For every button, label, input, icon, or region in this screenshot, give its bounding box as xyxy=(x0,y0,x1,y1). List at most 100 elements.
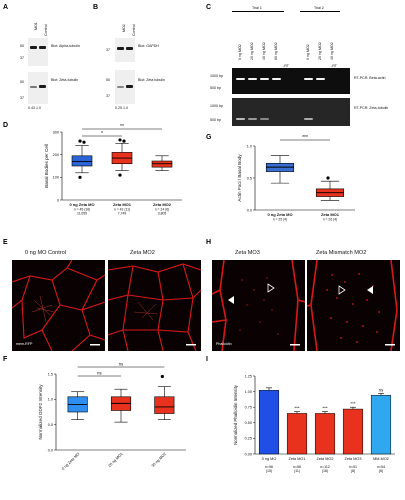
text-line: n=58 xyxy=(293,465,301,469)
category-label: 20 ng MO1 xyxy=(108,452,124,468)
lane-label: 60 ng MO2 xyxy=(274,42,278,60)
trial-label: Trial 2 xyxy=(314,6,324,10)
bp-label: 1000 bp xyxy=(210,74,223,78)
y-tick-label: 0.25 xyxy=(245,437,252,441)
stain-label: mem-RFP xyxy=(16,342,33,346)
outlier-point xyxy=(78,139,82,143)
text-line: (11) xyxy=(294,469,300,473)
panel-label-f: F xyxy=(3,356,8,363)
marker-label: 37 xyxy=(20,96,24,100)
blot-label: Blot: GAPDH xyxy=(138,44,159,48)
significance-label: ** xyxy=(120,124,124,130)
text-line: 3,805 xyxy=(158,211,167,215)
y-tick-label: 1.0 xyxy=(247,144,252,148)
bar xyxy=(258,390,280,455)
text-line: n=51 xyxy=(349,465,357,469)
panel-label-b: B xyxy=(93,4,99,11)
y-axis-label: Actin Foci / Basal Body xyxy=(237,154,242,202)
outlier-point xyxy=(118,138,122,142)
outlier-point xyxy=(78,175,82,179)
n-label: n=96 (15) xyxy=(265,465,273,473)
ratio-label: 0.25 1.0 xyxy=(115,106,128,110)
rt-label: -RT xyxy=(331,64,337,68)
y-tick-label: 1.5 xyxy=(48,372,53,376)
n-label: n = 24 (6) 3,805 xyxy=(155,208,170,216)
chart-f: 0.0 0.5 1.0 1.5 Normalized ODF2 Intensity 0 n… xyxy=(38,362,186,471)
panel-label-a: A xyxy=(3,4,9,11)
category-label: 0 ng Zeta MO xyxy=(69,202,94,207)
panel-label-h: H xyxy=(206,239,212,246)
text-line: n = 24 (6) xyxy=(155,208,170,212)
panel-label-d: D xyxy=(3,122,9,129)
y-tick-label: 0.50 xyxy=(245,421,252,425)
bp-label: 1000 bp xyxy=(210,104,223,108)
text-line: 7,749 xyxy=(118,211,127,215)
trial-label: Trial 1 xyxy=(252,6,262,10)
lane-label: 20 ng MO2 xyxy=(318,42,322,60)
marker-label: 37 xyxy=(106,94,110,98)
significance-label: * xyxy=(101,131,103,137)
category-label: 0 ng MO xyxy=(262,457,277,461)
text-line: n = 45 (16) xyxy=(74,208,91,212)
significance-label: *** xyxy=(350,401,355,406)
y-axis-label: Basal Bodies per Cell xyxy=(44,144,49,188)
y-tick-label: 1.25 xyxy=(245,374,252,378)
panel-label-i: I xyxy=(206,356,208,363)
lane-label: Control xyxy=(132,24,136,36)
category-label: Zeta MO2 xyxy=(153,202,172,207)
category-label: Zeta MO1 xyxy=(321,212,340,217)
y-tick-label: 100 xyxy=(53,176,59,180)
n-label: n=112 (16) xyxy=(320,465,330,473)
western-blot-top xyxy=(28,38,48,66)
category-label: Zeta MO2 xyxy=(317,457,334,461)
micrograph-zeta-mo3: Phalloidin xyxy=(212,260,305,351)
y-tick-label: 0 xyxy=(57,198,59,202)
significance-label: *** xyxy=(294,406,299,411)
image-title: 0 ng MO Control xyxy=(25,250,67,256)
category-label: 30 ng MO2 xyxy=(151,452,167,468)
lane-label: 0 ng MO2 xyxy=(238,44,242,60)
y-tick-label: 300 xyxy=(53,130,59,134)
image-title: Zeta MO3 xyxy=(235,250,260,256)
lane-label: MO1 xyxy=(34,22,38,30)
n-label: n = 26 (4) xyxy=(323,218,338,222)
ratio-label: 0.43 1.0 xyxy=(28,106,41,110)
significance-label: ns xyxy=(119,362,123,367)
marker-label: 50 xyxy=(20,80,24,84)
text-line: (8) xyxy=(351,469,355,473)
outlier-point xyxy=(326,176,330,180)
gel-label: RT-PCR: Beta-actin xyxy=(354,76,386,80)
text-line: (16) xyxy=(322,469,328,473)
y-tick-label: 1.00 xyxy=(245,390,252,394)
text-line: 11,059 xyxy=(77,211,87,215)
outlier-point xyxy=(160,374,164,379)
n-label: n=54 (6) xyxy=(377,465,385,473)
lane-label: 0 ng MO2 xyxy=(306,44,310,60)
n-label: n=51 (8) xyxy=(349,465,357,473)
n-label: n = 25 (4) xyxy=(273,218,288,222)
text-line: (6) xyxy=(379,469,383,473)
western-blot-top xyxy=(115,38,135,62)
gel-bottom xyxy=(232,98,350,126)
y-tick-label: 0.5 xyxy=(247,176,252,180)
arrowhead-icon xyxy=(228,296,234,304)
text-line: n=54 xyxy=(377,465,385,469)
arrowhead-outline-icon xyxy=(338,285,346,295)
y-tick-label: 1.0 xyxy=(48,398,53,402)
bar xyxy=(370,395,392,455)
western-blot-bottom xyxy=(28,72,48,104)
blot-label: Blot: Alpha-tubulin xyxy=(51,44,80,48)
marker-label: 37 xyxy=(20,56,24,60)
micrograph-control: mem-RFP xyxy=(12,260,105,351)
outlier-point xyxy=(118,173,122,177)
n-label: n = 45 (16) 11,059 xyxy=(74,208,91,216)
bp-label: 500 bp xyxy=(210,118,221,122)
y-axis-label: Normalized Phalloidin Intensity xyxy=(233,384,238,445)
marker-label: 37 xyxy=(106,48,110,52)
box xyxy=(154,396,175,414)
y-tick-label: 0.0 xyxy=(48,448,53,452)
lane-label: MO2 xyxy=(122,24,126,32)
stain-label: Phalloidin xyxy=(216,342,232,346)
micrograph-zeta-mo2 xyxy=(108,260,201,351)
text-line: n=112 xyxy=(320,465,330,469)
